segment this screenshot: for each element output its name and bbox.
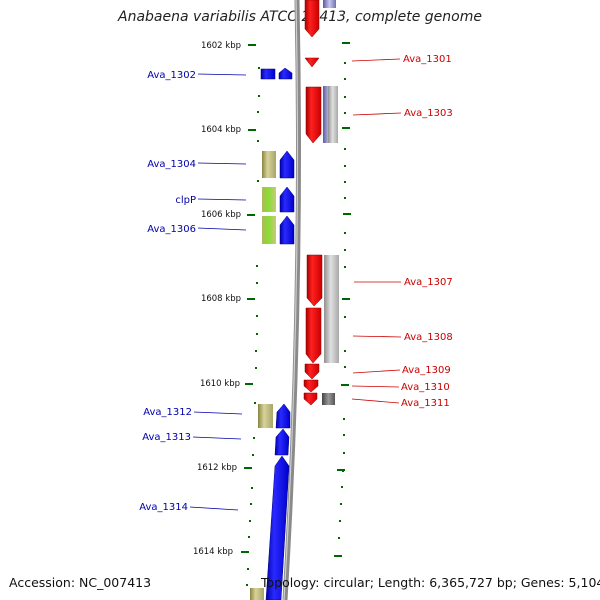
gene-arrow-reverse[interactable] bbox=[305, 86, 322, 144]
gene-arrow-reverse[interactable] bbox=[303, 379, 319, 393]
gene-label-right[interactable]: Ava_1310 bbox=[401, 382, 450, 393]
gene-arrow-forward[interactable] bbox=[279, 215, 295, 245]
gene-label-right[interactable]: Ava_1307 bbox=[404, 277, 453, 288]
gene-arrow-reverse[interactable] bbox=[306, 254, 323, 307]
genome-backbone-highlight bbox=[283, 0, 299, 600]
gene-arrow-forward[interactable] bbox=[279, 186, 295, 213]
gene-arrow-reverse[interactable] bbox=[303, 392, 318, 406]
feature-box[interactable] bbox=[323, 0, 336, 8]
gene-arrow-forward[interactable] bbox=[274, 428, 290, 456]
gene-arrow-reverse[interactable] bbox=[304, 363, 320, 380]
gene-arrow-reverse[interactable] bbox=[305, 307, 322, 364]
gene-arrow-reverse[interactable] bbox=[304, 0, 320, 38]
scale-label: 1614 kbp bbox=[193, 547, 233, 557]
left-gene-labels: Ava_1302 Ava_1304 clpP Ava_1306 Ava_1312… bbox=[139, 70, 247, 513]
gene-label-left[interactable]: Ava_1313 bbox=[142, 432, 191, 443]
genome-summary: Topology: circular; Length: 6,365,727 bp… bbox=[261, 575, 600, 590]
gene-label-left[interactable]: Ava_1306 bbox=[147, 224, 196, 235]
scale-label: 1606 kbp bbox=[201, 210, 241, 220]
map-title: Anabaena variabilis ATCC 29413, complete… bbox=[118, 9, 482, 25]
feature-box[interactable] bbox=[262, 187, 276, 212]
scale-label: 1610 kbp bbox=[200, 379, 240, 389]
reverse-strand-genes bbox=[303, 0, 323, 406]
gene-arrow-forward[interactable] bbox=[279, 150, 295, 179]
gene-arrow-forward[interactable] bbox=[265, 455, 290, 600]
left-track-ticks bbox=[241, 44, 260, 586]
feature-box[interactable] bbox=[322, 393, 335, 405]
feature-box[interactable] bbox=[250, 588, 264, 600]
forward-strand-genes bbox=[260, 67, 295, 600]
feature-box[interactable] bbox=[328, 86, 338, 143]
gene-label-right[interactable]: Ava_1309 bbox=[402, 365, 451, 376]
feature-box[interactable] bbox=[262, 151, 276, 178]
right-track-ticks bbox=[334, 42, 351, 557]
scale-label: 1608 kbp bbox=[201, 294, 241, 304]
scale-label: 1612 kbp bbox=[197, 463, 237, 473]
gene-label-left[interactable]: Ava_1304 bbox=[147, 159, 196, 170]
left-feature-boxes bbox=[250, 151, 276, 600]
accession-text: Accession: NC_007413 bbox=[9, 575, 152, 590]
feature-box[interactable] bbox=[262, 216, 276, 244]
genome-backbone bbox=[282, 0, 301, 600]
gene-label-right[interactable]: Ava_1301 bbox=[403, 54, 452, 65]
scale-label: 1602 kbp bbox=[201, 41, 241, 51]
gene-arrow-reverse[interactable] bbox=[304, 57, 320, 68]
gene-label-left[interactable]: clpP bbox=[175, 195, 196, 206]
gene-label-left[interactable]: Ava_1314 bbox=[139, 502, 188, 513]
right-feature-boxes bbox=[322, 0, 339, 405]
gene-arrow-forward[interactable] bbox=[278, 67, 293, 80]
right-gene-labels: Ava_1301 Ava_1303 Ava_1307 Ava_1308 Ava_… bbox=[351, 54, 453, 409]
feature-box[interactable] bbox=[324, 255, 339, 363]
gene-label-right[interactable]: Ava_1308 bbox=[404, 332, 453, 343]
scale-label: 1604 kbp bbox=[201, 125, 241, 135]
gene-label-right[interactable]: Ava_1303 bbox=[404, 108, 453, 119]
feature-box[interactable] bbox=[258, 404, 273, 428]
gene-label-right[interactable]: Ava_1311 bbox=[401, 398, 450, 409]
gene-label-left[interactable]: Ava_1312 bbox=[143, 407, 192, 418]
gene-label-left[interactable]: Ava_1302 bbox=[147, 70, 196, 81]
gene-box-forward[interactable] bbox=[260, 68, 276, 80]
gene-arrow-forward[interactable] bbox=[275, 403, 291, 429]
